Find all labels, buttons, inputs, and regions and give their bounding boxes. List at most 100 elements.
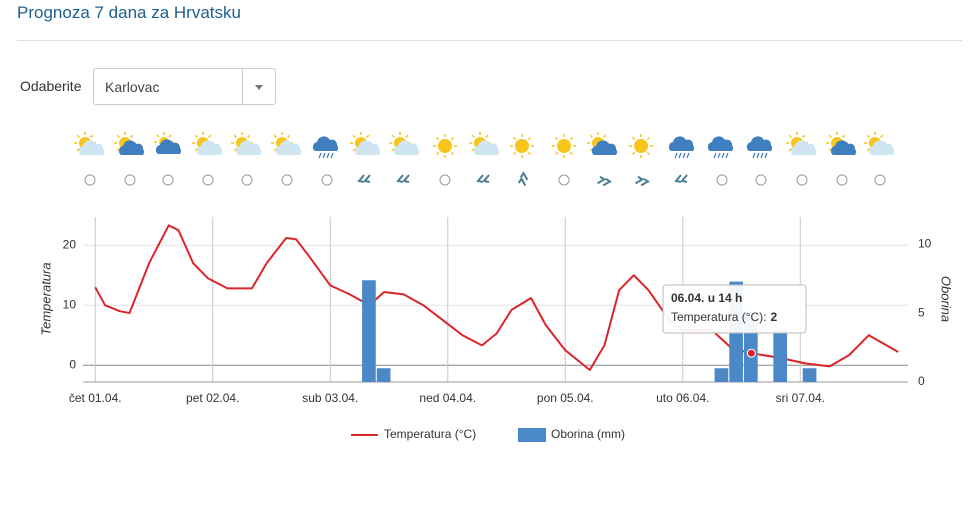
temperature-line [94,224,899,371]
cloud [155,139,182,154]
wind-chevron [363,174,371,183]
wind-calm [836,174,848,186]
select-arrow[interactable] [242,69,275,104]
sun-ray [366,134,370,138]
sun [515,139,529,153]
wind-chevron [635,175,645,185]
sun-ray [828,148,832,152]
tooltip-label: Temperatura (°C): [671,310,767,324]
x-tick-label: čet 01.04. [69,391,122,405]
sun-ray [569,151,574,156]
cloud [275,140,301,155]
wind-calm [755,174,767,186]
cloud [591,140,617,155]
tooltip-box [662,284,807,334]
wind-calm [162,174,174,186]
wind-arrow [674,174,688,183]
y-tick-label: 10 [63,297,77,311]
wind-chevron [517,176,527,186]
sun-ray [880,134,884,138]
tooltip-title: 06.04. u 14 h [671,291,742,305]
sun-ray [194,134,198,138]
precip-bar [714,368,729,382]
sun-ray [554,136,559,141]
rain-drop [756,152,760,159]
sun-ray [788,134,792,138]
rain-drop [322,152,326,159]
city-select[interactable]: Karlovac [93,68,276,105]
wind-chevron [519,171,529,181]
x-tick-label: uto 06.04. [656,391,709,405]
precip-bar [376,368,391,382]
x-tick-label: sri 07.04. [776,391,825,405]
sun-ray [450,136,455,141]
divider [17,40,962,41]
wind-chevron [602,177,612,187]
rain-drop [682,152,686,159]
wind-arrow [357,174,371,183]
sun-ray [76,134,80,138]
sun-ray [450,151,455,156]
sun-ray [233,134,237,138]
wind-chevron [396,174,404,183]
sun-ray [646,136,651,141]
cloud [312,136,338,151]
sun-ray [589,134,593,138]
rain-drop [330,152,334,159]
sun-ray [116,148,120,152]
cloud [668,136,694,151]
wind-calm [439,174,451,186]
rain-drop [717,152,721,159]
wind-chevron [640,177,650,187]
y2-tick-label: 10 [918,237,932,251]
wind-arrow [597,175,612,187]
sun-ray [471,148,475,152]
rain-drop [721,152,725,159]
wind-chevron [597,175,607,185]
cloud [707,136,733,151]
sun-ray [554,151,559,156]
sun-ray [802,134,806,138]
cloud [118,140,144,155]
rain-drop [674,152,678,159]
cloud [196,140,223,155]
tooltip-marker [746,348,756,358]
sun-ray [168,134,172,138]
rain-drop [686,152,690,159]
wind-chevron [674,174,682,183]
sun-ray [435,136,440,141]
rain-drop [760,152,764,159]
sun-ray [631,136,636,141]
sun-ray [512,136,517,141]
cloud [746,136,772,151]
tooltip-text: Temperatura (°C): 2 [671,310,778,324]
sun-ray [866,134,870,138]
wind-calm [202,174,214,186]
sun-ray [527,151,532,156]
sun-ray [512,151,517,156]
sun-ray [788,148,792,152]
x-tick-label: pet 02.04. [186,391,239,405]
sun-ray [631,151,636,156]
sun-ray [194,148,198,152]
y2-tick-label: 0 [918,374,925,388]
wind-chevron [402,174,410,183]
rain-drop [326,152,330,159]
y-axis-title: Temperatura [38,262,53,335]
wind-calm [716,174,728,186]
wind-calm [281,174,293,186]
sun-ray [90,134,94,138]
cloud [790,140,816,155]
sun-ray [130,134,134,138]
select-value: Karlovac [105,79,160,95]
sun-ray [866,148,870,152]
cloud [235,140,261,155]
sun-ray [646,151,651,156]
page-title: Prognoza 7 dana za Hrvatsku [17,3,241,22]
wind-calm [84,174,96,186]
sun-ray [208,134,212,138]
sun-ray [828,134,832,138]
precip-bar [773,329,788,382]
